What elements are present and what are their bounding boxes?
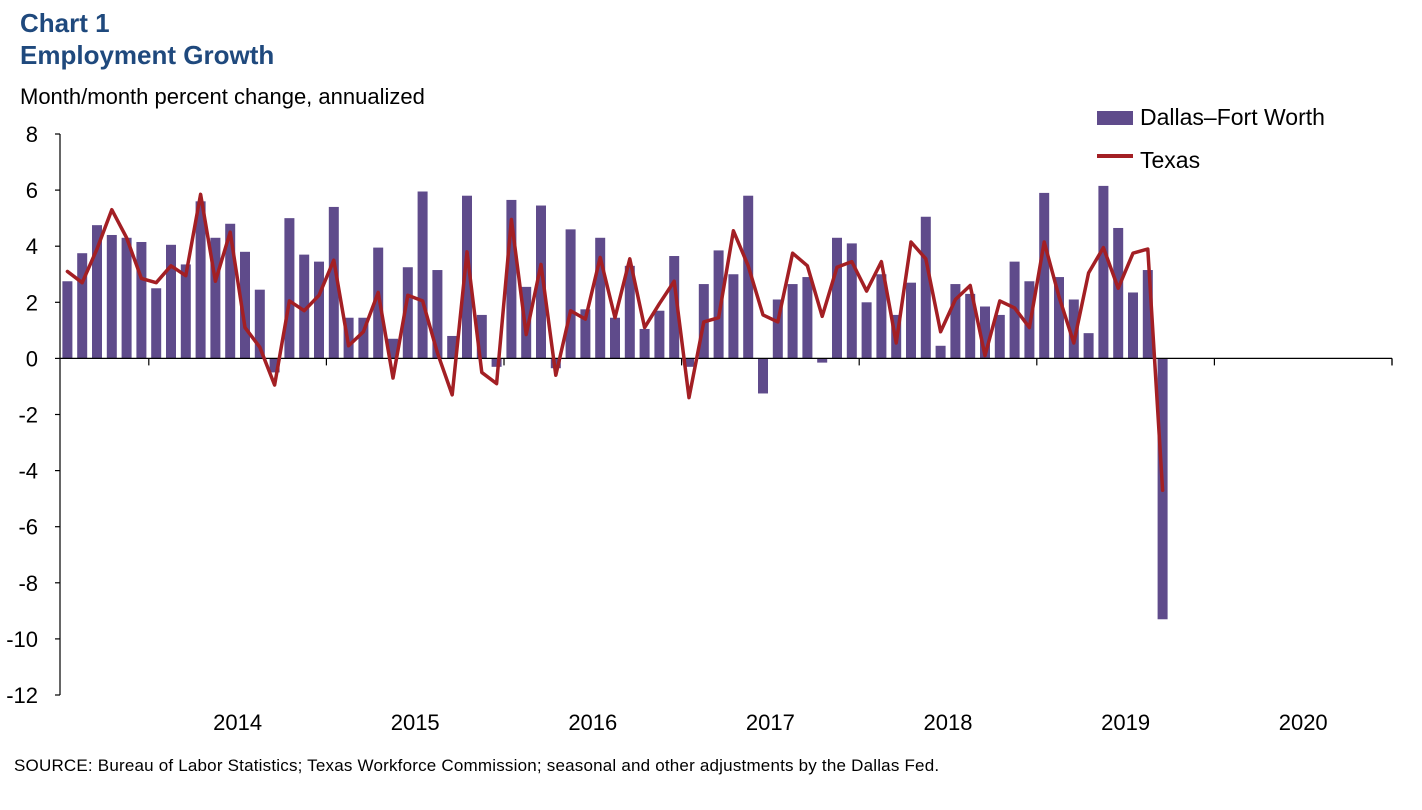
dfw-bar [802,277,813,359]
dfw-bar [832,237,842,359]
dfw-bar [476,314,487,359]
dfw-bar [1083,333,1094,359]
legend-dfw-swatch [1097,111,1133,125]
dfw-bar [920,216,931,359]
y-tick-label: 6 [26,178,38,203]
dfw-bars [62,185,1168,620]
dfw-bar [639,328,650,359]
dfw-bar [432,270,443,359]
y-tick-label: 2 [26,290,38,315]
dfw-bar [121,237,132,359]
dfw-bar [624,265,635,359]
dfw-bar [447,335,458,359]
dfw-bar [817,358,828,363]
dfw-bar [62,281,73,359]
dfw-bar [373,247,384,359]
dfw-bar [328,206,339,359]
legend: Dallas–Fort Worth Texas [1097,104,1325,173]
dfw-bar [1054,277,1064,359]
dfw-bar [1128,292,1138,359]
dfw-bar [935,345,946,359]
y-tick-label: -4 [18,459,38,484]
dfw-bar [151,288,162,359]
dfw-bar [713,250,724,359]
dfw-bar [965,293,976,359]
dfw-bar [269,358,280,373]
y-axis-label: Month/month percent change, annualized [20,84,425,109]
dfw-bar [284,218,295,359]
dfw-bar [106,234,117,359]
y-tick-label: -12 [6,683,38,708]
dfw-bar [950,284,961,359]
x-tick-label: 2015 [391,710,440,735]
dfw-bar [166,244,176,359]
dfw-bar [580,309,591,359]
y-tick-label: -8 [18,571,38,596]
dfw-bar [610,317,620,359]
dfw-bar [876,274,887,359]
dfw-bar [358,317,369,359]
dfw-bar [136,241,147,359]
dfw-bar [77,253,88,359]
axes: 8 6 4 2 0 -2 -4 -6 -8 -10 -12 2014 2015 2016 2017 2018 2… [6,122,1393,735]
dfw-bar [565,229,576,359]
y-tick-label: -10 [6,627,38,652]
dfw-bar [861,302,872,359]
chart-title: Employment Growth [20,40,275,70]
dfw-bar [906,282,916,359]
dfw-bar [595,237,606,359]
dfw-bar [1098,185,1109,359]
dfw-bar [994,314,1005,359]
x-tick-label: 2014 [213,710,262,735]
y-tick-label: -6 [18,515,38,540]
chart-number-title: Chart 1 [20,8,110,38]
x-tick-label: 2020 [1279,710,1328,735]
legend-texas-label: Texas [1140,147,1200,173]
dfw-bar [254,289,265,359]
y-tick-label: 8 [26,122,38,147]
dfw-bar [92,225,102,359]
dfw-bar [654,310,665,359]
dfw-bar [299,254,310,359]
dfw-bar [787,284,798,359]
x-tick-label: 2019 [1101,710,1150,735]
dfw-bar [506,199,517,359]
dfw-bar [314,261,324,359]
dfw-bar [180,264,191,359]
y-tick-label: 0 [26,346,38,371]
x-tick-label: 2018 [924,710,973,735]
texas-line-layer [65,192,1165,492]
dfw-bar [462,195,472,359]
plot-area: 8 6 4 2 0 -2 -4 -6 -8 -10 -12 2014 2015 2016 2017 2018 2… [6,104,1393,735]
dfw-bar [402,267,413,359]
dfw-bar [758,358,768,394]
dfw-bar [743,195,754,359]
dfw-bar [417,191,428,359]
dfw-bar [1113,227,1124,359]
y-tick-label: 4 [26,234,38,259]
dfw-bar [980,306,990,359]
dfw-bar [846,243,857,359]
dfw-bar [210,237,221,359]
y-tick-label: -2 [18,403,38,428]
dfw-bar [1068,299,1079,359]
x-tick-label: 2017 [746,710,795,735]
dfw-bar [772,299,783,359]
dfw-bar [669,256,680,359]
dfw-bar [1142,270,1153,359]
dfw-bar [536,205,546,359]
dfw-bar [728,274,739,359]
dfw-bar [195,201,206,359]
legend-dfw-label: Dallas–Fort Worth [1140,104,1325,130]
dfw-bar [225,223,236,359]
dfw-bar [1039,192,1050,359]
dfw-bar [240,251,250,359]
texas-line [65,192,1165,492]
x-tick-label: 2016 [568,710,617,735]
dfw-bar [388,338,398,359]
dfw-bar [491,358,502,367]
source-note: SOURCE: Bureau of Labor Statistics; Texa… [14,756,940,775]
dfw-bar [684,358,694,367]
